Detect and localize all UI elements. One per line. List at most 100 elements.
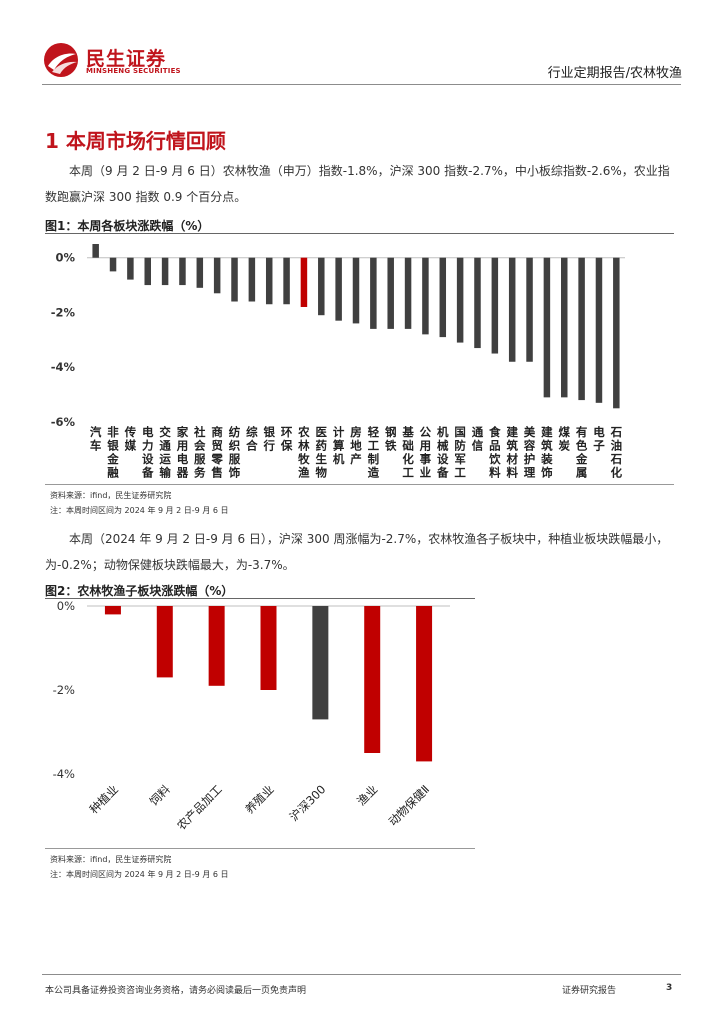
footer-divider xyxy=(42,974,681,975)
category-label: 基础化工 xyxy=(401,425,414,480)
category-label: 美容护理 xyxy=(523,425,536,480)
brand-name-cn: 民生证券 xyxy=(86,48,167,70)
y-tick-label: -4% xyxy=(53,767,75,781)
bar xyxy=(144,257,151,286)
bar xyxy=(248,257,256,302)
bar xyxy=(283,257,290,305)
category-label: 钢铁 xyxy=(385,425,397,453)
category-label: 交通运输 xyxy=(159,425,171,480)
category-label: 饲料 xyxy=(147,782,174,809)
category-label: 种植业 xyxy=(87,782,121,816)
figure2-period-note: 注：本周时间区间为 2024 年 9 月 2 日-9 月 6 日 xyxy=(50,870,229,879)
bar xyxy=(578,257,585,401)
category-label: 社会服务 xyxy=(193,425,206,480)
bar xyxy=(370,257,377,329)
figure2-title: 图2：农林牧渔子板块涨跌幅（%） xyxy=(45,584,234,598)
bar xyxy=(260,606,277,690)
category-label: 国防军工 xyxy=(454,425,466,480)
category-label: 计算机 xyxy=(332,425,345,466)
category-label: 医药生物 xyxy=(316,425,328,480)
category-label: 非银金融 xyxy=(106,425,119,480)
category-label: 农产品加工 xyxy=(174,782,225,833)
category-label: 电子 xyxy=(593,425,605,453)
figure1-period-note: 注：本周时间区间为 2024 年 9 月 2 日-9 月 6 日 xyxy=(50,506,229,515)
bar xyxy=(318,257,325,316)
bar xyxy=(265,257,273,305)
paragraph-subsector-review: 本周（2024 年 9 月 2 日-9 月 6 日），沪深 300 周涨幅为-2… xyxy=(45,532,669,572)
figure1-title: 图1：本周各板块涨跌幅（%） xyxy=(45,219,210,233)
category-label: 建筑装饰 xyxy=(540,425,553,480)
bar xyxy=(364,606,381,753)
bar xyxy=(508,257,516,362)
bar xyxy=(335,257,342,321)
bar xyxy=(561,257,568,398)
bar xyxy=(474,257,481,349)
bar xyxy=(422,257,429,335)
bar xyxy=(231,257,238,302)
bar xyxy=(300,257,308,307)
bar xyxy=(416,606,433,762)
bar xyxy=(196,257,204,288)
header-divider xyxy=(42,84,681,85)
category-label: 纺织服饰 xyxy=(229,425,241,480)
bar xyxy=(595,257,603,403)
figure1-source: 资料来源：ifind，民生证券研究院 xyxy=(50,491,172,500)
bar xyxy=(104,606,121,615)
paragraph-market-review: 本周（9 月 2 日-9 月 6 日）农林牧渔（申万）指数-1.8%，沪深 30… xyxy=(45,164,670,204)
subsector-change-bar-chart: 0% -2% -4% 种植业 饲料 农产品加工 养殖业 沪深300 渔业 动物保健Ⅱ xyxy=(53,600,450,833)
bar xyxy=(156,606,173,678)
category-label: 建筑材料 xyxy=(506,425,518,480)
category-label: 有色金属 xyxy=(575,425,588,480)
section-title: 1 本周市场行情回顾 xyxy=(45,129,226,153)
category-label: 轻工制造 xyxy=(368,425,380,480)
category-label: 石油石化 xyxy=(610,425,623,480)
bar xyxy=(312,606,329,720)
bar xyxy=(127,257,134,280)
bar xyxy=(208,606,225,686)
category-label: 煤炭 xyxy=(559,425,571,453)
figure1-bottom-rule xyxy=(45,484,674,485)
figure2-bottom-rule xyxy=(45,848,475,849)
category-label: 电力设备 xyxy=(141,425,154,480)
category-label: 通信 xyxy=(472,425,484,453)
footer-report-label: 证券研究报告 xyxy=(562,986,617,996)
bar xyxy=(439,257,447,338)
bar xyxy=(526,257,533,362)
figure2-source: 资料来源：ifind，民生证券研究院 xyxy=(50,855,172,864)
page-number: 3 xyxy=(666,983,673,993)
bar xyxy=(109,257,117,272)
category-label: 商贸零售 xyxy=(210,425,223,480)
y-tick-label: -6% xyxy=(51,415,76,429)
y-tick-label: -2% xyxy=(51,305,76,319)
category-label: 机械设备 xyxy=(436,425,449,480)
y-tick-label: 0% xyxy=(57,600,75,613)
bar xyxy=(613,257,620,409)
y-tick-label: 0% xyxy=(55,251,75,265)
bar xyxy=(92,244,99,258)
report-type: 行业定期报告/农林牧渔 xyxy=(547,66,682,81)
category-label: 传媒 xyxy=(124,425,137,453)
category-label: 公用事业 xyxy=(419,425,432,480)
bar xyxy=(491,257,499,354)
category-label: 渔业 xyxy=(354,782,380,808)
category-label: 环保 xyxy=(280,425,293,453)
y-tick-label: -2% xyxy=(53,683,75,697)
category-label: 动物保健Ⅱ xyxy=(386,782,432,828)
brand-name-en: MINSHENG SECURITIES xyxy=(86,67,181,75)
minsheng-logo-icon xyxy=(44,43,78,77)
bar xyxy=(352,257,360,324)
figure1-top-rule xyxy=(45,233,674,234)
category-label: 养殖业 xyxy=(242,782,276,816)
y-tick-label: -4% xyxy=(51,360,76,374)
bar xyxy=(404,257,412,329)
sector-change-bar-chart: 0% -2% -4% -6% 汽车非银金融传媒电力设备交通运输家用电器社会服务商贸零售纺… xyxy=(51,244,625,480)
category-label: 家用电器 xyxy=(176,425,189,480)
category-label: 汽车 xyxy=(90,425,102,453)
bar xyxy=(456,257,464,343)
bar xyxy=(543,257,551,398)
bar xyxy=(161,257,169,286)
category-label: 食品饮料 xyxy=(488,425,501,480)
category-label: 银行 xyxy=(262,425,275,453)
bar xyxy=(387,257,394,329)
category-label: 沪深300 xyxy=(287,782,329,824)
